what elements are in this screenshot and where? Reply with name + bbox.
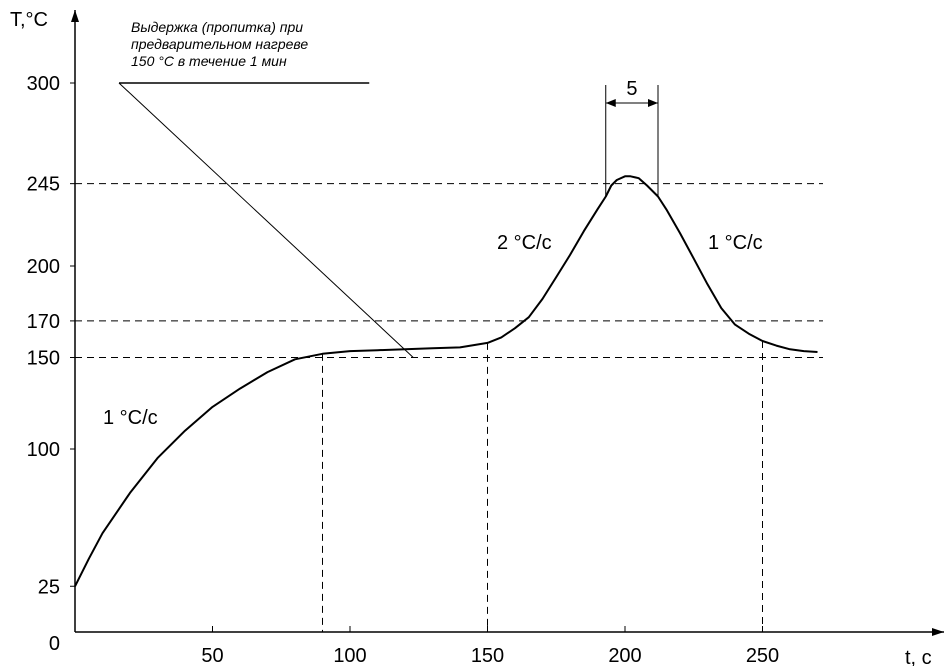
y-tick-label: 300 <box>27 73 60 95</box>
x-tick-label: 50 <box>201 645 223 666</box>
axes: T,°C t, c <box>10 9 944 666</box>
hold-note-line: предварительном нагреве <box>131 36 308 52</box>
y-tick-label: 200 <box>27 256 60 278</box>
y-tick-label: 25 <box>38 576 60 598</box>
hold-note-line: 150 °С в течение 1 мин <box>131 53 287 69</box>
rate-label-fall: 1 °С/с <box>708 232 763 254</box>
rate-label-rise: 2 °С/с <box>497 232 552 254</box>
series-line <box>74 175 818 587</box>
rate-label-start: 1 °С/с <box>103 407 158 429</box>
guide-lines <box>75 183 823 632</box>
y-tick-label: 170 <box>27 311 60 333</box>
y-tick-label: 150 <box>27 348 60 370</box>
x-tick-label: 150 <box>471 645 504 666</box>
y-axis-label: T,°C <box>10 9 48 31</box>
y-axis-arrow <box>71 10 79 22</box>
peak-dim-arrow-right <box>648 99 658 107</box>
peak-width-label: 5 <box>626 78 637 100</box>
x-axis-label: t, c <box>905 647 932 666</box>
series-curve <box>74 175 818 587</box>
x-axis-arrow <box>932 628 944 636</box>
peak-dim-arrow-left <box>605 99 616 107</box>
x-tick-label: 100 <box>333 645 366 666</box>
x-tick-label: 200 <box>608 645 641 666</box>
y-tick-label: 245 <box>27 174 60 196</box>
hold-note-line: Выдержка (пропитка) при <box>131 19 303 35</box>
y-tick-label: 0 <box>49 633 60 655</box>
tick-labels: 0 25 100 150 170 200 245 300 50 100 150 200 250 <box>27 73 780 666</box>
y-tick-label: 100 <box>27 439 60 461</box>
x-tick-label: 250 <box>746 645 779 666</box>
hold-note-leader <box>118 82 414 358</box>
